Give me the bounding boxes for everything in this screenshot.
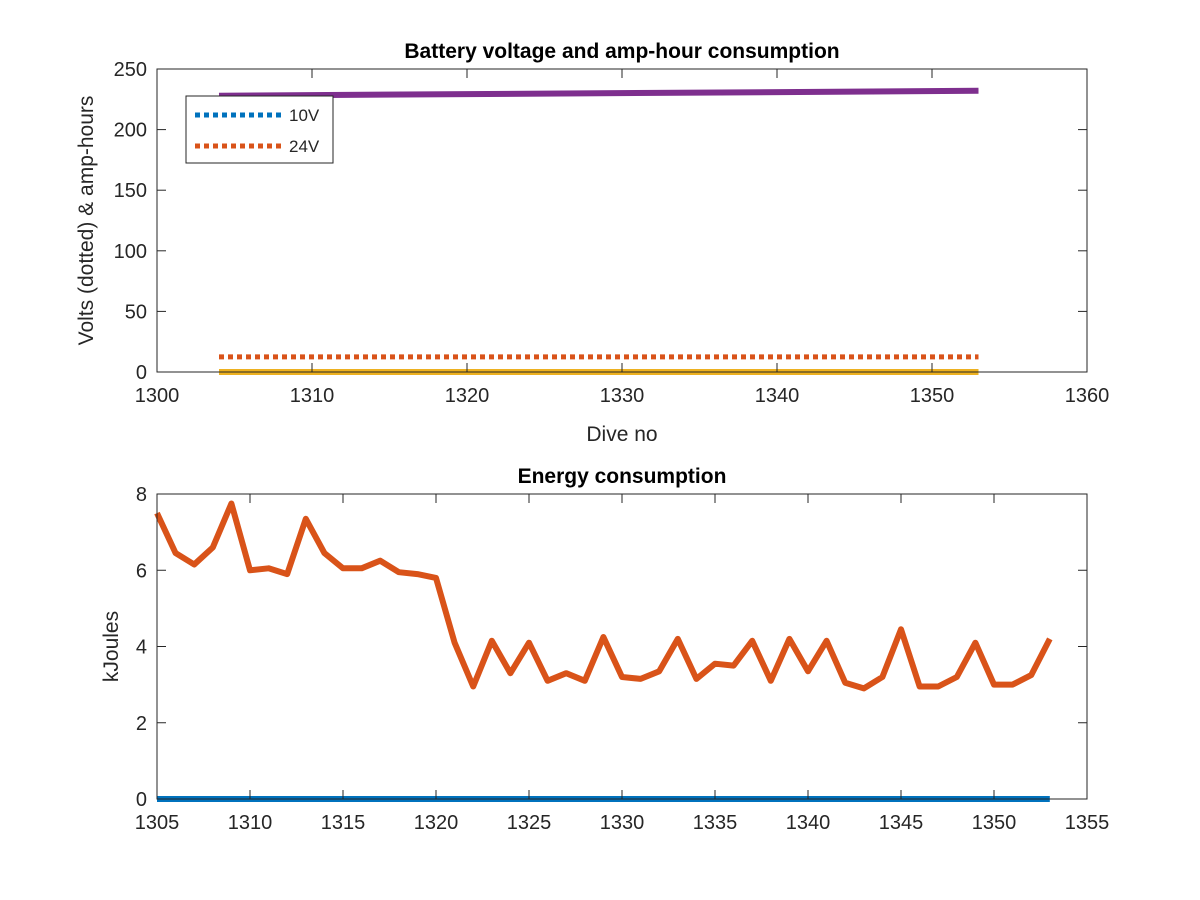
top-x-ticks: 1300 1310 1320 1330 1340 1350 1360 xyxy=(135,69,1110,407)
top-y-tick-label: 150 xyxy=(114,180,147,202)
bottom-x-tick-label: 1345 xyxy=(879,812,924,834)
top-x-tick-label: 1320 xyxy=(445,385,490,407)
top-x-tick-label: 1360 xyxy=(1065,385,1110,407)
top-y-tick-label: 100 xyxy=(114,241,147,263)
legend-label-24v: 24V xyxy=(289,137,320,156)
bottom-y-tick-label: 6 xyxy=(136,560,147,582)
top-x-tick-label: 1310 xyxy=(290,385,335,407)
top-x-tick-label: 1340 xyxy=(755,385,800,407)
top-y-tick-label: 200 xyxy=(114,120,147,142)
bottom-x-tick-label: 1320 xyxy=(414,812,459,834)
top-y-tick-label: 0 xyxy=(136,362,147,384)
bottom-y-tick-label: 0 xyxy=(136,789,147,811)
top-y-tick-label: 50 xyxy=(125,301,147,323)
bottom-y-tick-label: 4 xyxy=(136,637,147,659)
bottom-x-tick-label: 1335 xyxy=(693,812,738,834)
bottom-x-tick-label: 1315 xyxy=(321,812,366,834)
top-y-axis-label: Volts (dotted) & amp-hours xyxy=(75,96,98,346)
top-x-tick-label: 1300 xyxy=(135,385,180,407)
bottom-chart-title: Energy consumption xyxy=(518,465,727,488)
bottom-x-tick-label: 1340 xyxy=(786,812,831,834)
bottom-x-tick-label: 1305 xyxy=(135,812,180,834)
bottom-y-ticks: 0 2 4 6 8 xyxy=(136,484,1087,811)
bottom-x-tick-label: 1355 xyxy=(1065,812,1110,834)
bottom-y-tick-label: 2 xyxy=(136,713,147,735)
bottom-series-line-line-1 xyxy=(154,500,1053,692)
top-axes: 1300 1310 1320 1330 1340 1350 1360 0 50 100 150 20… xyxy=(75,40,1109,446)
top-x-tick-label: 1350 xyxy=(910,385,955,407)
bottom-y-axis-label: kJoules xyxy=(100,611,123,682)
bottom-x-tick-label: 1310 xyxy=(228,812,273,834)
bottom-y-tick-label: 8 xyxy=(136,484,147,506)
bottom-axes: 1305 1310 1315 1320 1325 1330 1335 1340 1345 1350… xyxy=(100,465,1109,834)
top-legend: 10V 24V xyxy=(185,95,334,164)
top-y-ticks: 0 50 100 150 200 250 xyxy=(114,59,1087,384)
top-y-tick-label: 250 xyxy=(114,59,147,81)
bottom-x-ticks: 1305 1310 1315 1320 1325 1330 1335 1340 1345 1350… xyxy=(135,494,1110,834)
top-x-tick-label: 1330 xyxy=(600,385,645,407)
top-series-line-line-4 xyxy=(218,87,979,99)
bottom-plot-area xyxy=(157,494,1087,799)
top-chart-title: Battery voltage and amp-hour consumption xyxy=(404,40,839,63)
bottom-x-tick-label: 1325 xyxy=(507,812,552,834)
bottom-x-tick-label: 1330 xyxy=(600,812,645,834)
bottom-x-tick-label: 1350 xyxy=(972,812,1017,834)
legend-label-10v: 10V xyxy=(289,106,320,125)
top-x-axis-label: Dive no xyxy=(586,423,657,446)
legend-box xyxy=(185,95,334,164)
